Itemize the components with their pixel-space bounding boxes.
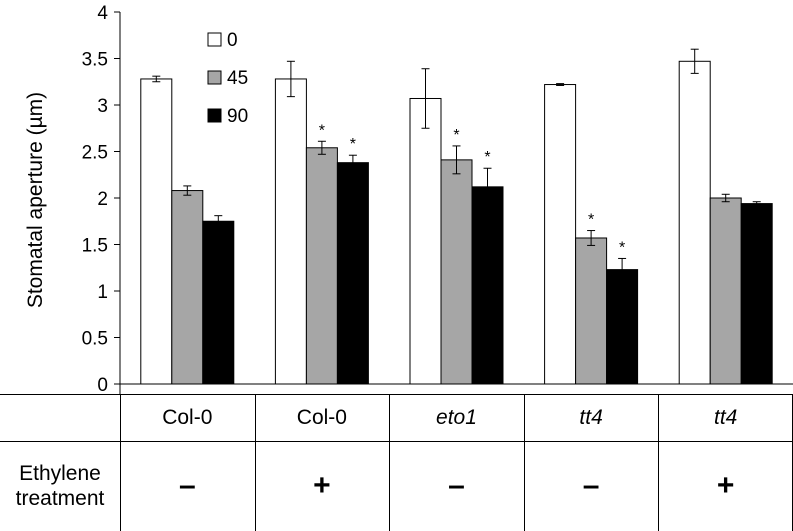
legend: 0 45 90 bbox=[207, 30, 248, 127]
treatment-sign-2: + bbox=[313, 469, 331, 502]
genotype-label-3: eto1 bbox=[436, 405, 477, 429]
y-axis: 0 0.5 1 1.5 2 2.5 3 3.5 4 bbox=[82, 3, 121, 394]
y-tick-label: 2.5 bbox=[82, 143, 108, 164]
legend-label-45: 45 bbox=[227, 68, 248, 89]
bar-90-group-3 bbox=[471, 186, 504, 385]
legend-label-0: 0 bbox=[227, 30, 238, 51]
genotype-label-5: tt4 bbox=[714, 405, 738, 429]
bar-45-group-1 bbox=[171, 190, 204, 385]
bar-chart: Stomatal aperture (µm) 0 0.5 1 1.5 2 2.5 3 3.5 4… bbox=[24, 3, 793, 394]
treatment-sign-3: – bbox=[448, 469, 465, 502]
bar-45-group-2 bbox=[305, 147, 338, 385]
genotype-treatment-table: Ethylene treatment Col-0 – Col-0 + eto1 – tt4 – t… bbox=[0, 394, 793, 531]
treatment-sign-1: – bbox=[178, 469, 196, 502]
genotype-label-4: tt4 bbox=[579, 405, 603, 429]
bar-0-group-1 bbox=[140, 78, 173, 385]
bars-group: * * * * * * bbox=[120, 48, 793, 385]
table-column-divider bbox=[658, 394, 660, 531]
row-label-ethylene-treatment: Ethylene treatment bbox=[15, 461, 105, 510]
table-column-divider bbox=[523, 394, 525, 531]
significance-marker: * bbox=[319, 122, 325, 139]
y-tick-label: 1.5 bbox=[82, 236, 108, 257]
y-tick-label: 3.5 bbox=[82, 50, 108, 71]
significance-marker: * bbox=[350, 136, 356, 153]
y-tick-label: 0.5 bbox=[82, 329, 108, 350]
significance-marker: * bbox=[619, 239, 625, 256]
bar-45-group-5 bbox=[709, 197, 742, 385]
treatment-sign-4: – bbox=[582, 469, 600, 502]
y-tick-label: 1 bbox=[97, 282, 108, 303]
bar-0-group-5 bbox=[678, 60, 711, 385]
genotype-label-2: Col-0 bbox=[296, 405, 347, 429]
table-label-divider bbox=[120, 394, 121, 531]
y-tick-label: 4 bbox=[97, 3, 108, 24]
y-axis-label: Stomatal aperture (µm) bbox=[24, 92, 47, 308]
bar-0-group-3 bbox=[409, 97, 442, 385]
legend-swatch-90 bbox=[207, 108, 222, 123]
y-tick-label: 0 bbox=[97, 375, 108, 394]
y-tick-label: 3 bbox=[97, 96, 108, 117]
bar-45-group-4 bbox=[575, 237, 608, 385]
legend-label-90: 90 bbox=[227, 106, 248, 127]
bar-90-group-5 bbox=[740, 203, 773, 385]
bar-90-group-4 bbox=[606, 269, 639, 385]
significance-marker: * bbox=[484, 149, 490, 166]
legend-swatch-0 bbox=[207, 32, 222, 47]
legend-swatch-45 bbox=[207, 70, 222, 85]
significance-marker: * bbox=[588, 212, 594, 229]
bar-90-group-2 bbox=[336, 162, 369, 385]
y-tick-label: 2 bbox=[97, 189, 108, 210]
table-row-divider bbox=[0, 441, 793, 442]
bar-45-group-3 bbox=[440, 159, 473, 385]
bar-0-group-4 bbox=[544, 84, 577, 385]
treatment-sign-5: + bbox=[716, 469, 735, 502]
bar-90-group-1 bbox=[202, 220, 235, 385]
table-top-border bbox=[0, 394, 793, 395]
bar-0-group-2 bbox=[274, 78, 307, 385]
table-column-divider bbox=[254, 394, 256, 531]
significance-marker: * bbox=[453, 127, 459, 144]
genotype-label-1: Col-0 bbox=[162, 405, 213, 429]
table-column-divider bbox=[389, 394, 391, 531]
